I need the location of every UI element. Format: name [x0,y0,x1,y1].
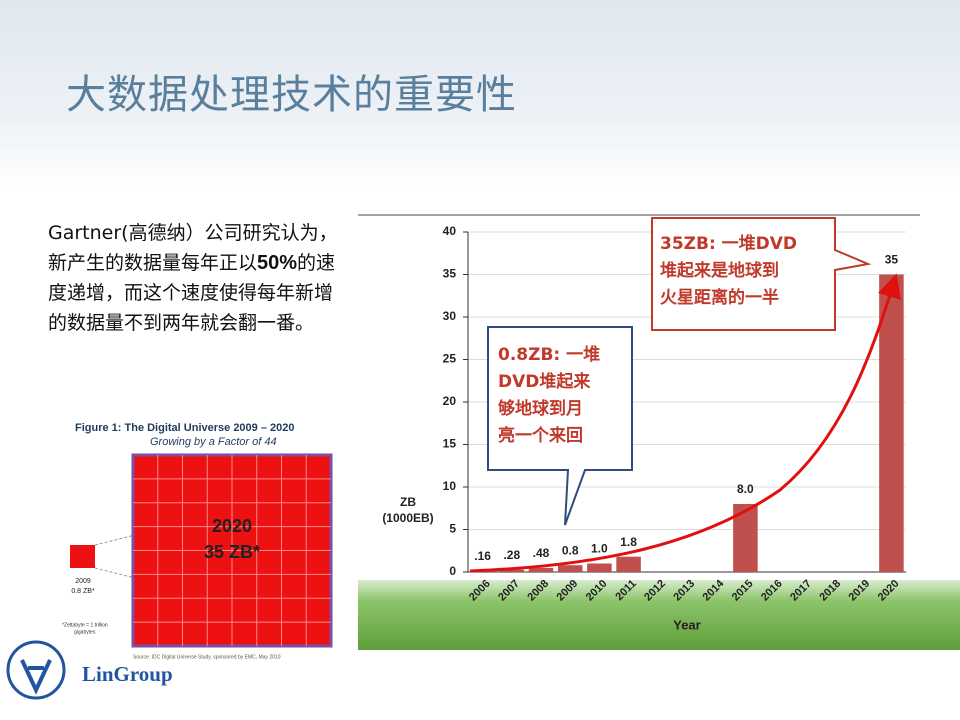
bar [879,274,904,572]
y-tick-label: 10 [443,479,457,493]
x-axis-label: Year [673,617,700,632]
callout-box [651,217,872,331]
bar [499,569,525,572]
y-tick-label: 40 [443,224,457,238]
callout-text: DVD堆起来 [498,371,591,392]
y-axis-label: (1000EB) [382,511,433,525]
callout-text: 堆起来是地球到 [660,260,779,281]
connector [94,534,136,546]
bar [557,565,583,572]
y-tick-label: 0 [449,564,456,578]
figure-note: gigabytes [74,629,96,635]
body-text-part: Gartner(高德纳）公司研究认为，新产生的数据量每年正以 [48,222,338,274]
body-text-part: 的速度递增，而这个速度使得每年新增的数据量不到两年就会翻一番。 [48,252,336,334]
growth-curve [469,273,901,573]
y-tick-label: 25 [443,352,457,366]
callout-text: 火星距离的一半 [660,287,779,308]
figure-note: *Zettabyte = 1 trillion [62,622,108,628]
callout-text: 亮一个来回 [498,425,583,446]
callout-text: 0.8ZB: 一堆 [498,344,600,365]
figure-subtitle: Growing by a Factor of 44 [150,436,277,448]
y-axis-label: ZB [400,495,416,509]
bar [528,567,554,572]
body-text-bold: 50% [257,252,298,274]
small-square [70,545,95,568]
figure-label: 2020 [212,516,252,536]
callout-text: 35ZB: 一堆DVD [660,233,797,254]
bar [587,563,612,572]
y-tick-label: 20 [443,394,457,408]
logo-text: LinGroup [82,662,173,686]
idc-figure: Figure 1: The Digital Universe 2009 – 20… [62,415,342,665]
y-tick-label: 5 [449,522,456,536]
value-label: 0.8 [562,543,579,557]
callout-box [487,326,633,526]
figure-label: 0.8 ZB* [71,588,95,595]
figure-source: Source: IDC Digital Universe Study, spon… [133,654,281,660]
logo-mark [20,659,52,695]
slide-title: 大数据处理技术的重要性 [66,72,517,118]
value-label: 1.8 [620,535,637,549]
callout-text: 够地球到月 [497,398,583,419]
square-grid [133,455,331,646]
y-tick-label: 30 [443,309,457,323]
y-tick-label: 35 [443,267,457,281]
body-text: Gartner(高德纳）公司研究认为，新产生的数据量每年正以50%的速度递增，而… [48,218,338,338]
value-label: .28 [503,548,520,562]
value-label: .48 [533,546,550,560]
bar [616,556,641,572]
value-label: 35 [885,253,899,267]
value-label: .16 [474,549,491,563]
figure-label: 35 ZB* [204,542,260,562]
connector [94,567,136,579]
figure-title: Figure 1: The Digital Universe 2009 – 20… [75,422,294,434]
value-label: 8.0 [737,482,754,496]
value-label: 1.0 [591,542,608,556]
grass-image [358,580,960,650]
figure-label: 2009 [75,578,91,585]
y-tick-label: 15 [443,437,457,451]
